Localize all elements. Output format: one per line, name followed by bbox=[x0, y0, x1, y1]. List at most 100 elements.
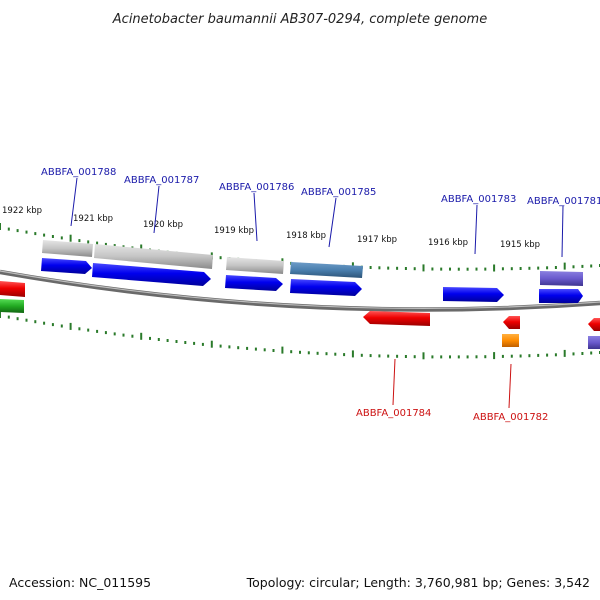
minor-tick bbox=[396, 266, 399, 270]
cds-forward-arrow[interactable] bbox=[290, 279, 362, 296]
minor-tick bbox=[501, 267, 504, 271]
minor-tick bbox=[510, 354, 513, 358]
minor-tick bbox=[369, 266, 372, 269]
minor-tick bbox=[131, 334, 134, 338]
accession-text: Accession: NC_011595 bbox=[9, 575, 151, 590]
green-feature[interactable] bbox=[0, 299, 24, 313]
minor-tick bbox=[193, 341, 196, 345]
minor-tick bbox=[16, 317, 19, 321]
minor-tick bbox=[78, 327, 81, 331]
minor-tick bbox=[299, 350, 301, 354]
major-tick bbox=[0, 223, 1, 230]
minor-tick bbox=[25, 318, 28, 322]
minor-tick bbox=[7, 315, 10, 319]
genome-backbone bbox=[0, 269, 600, 312]
major-tick bbox=[281, 346, 284, 354]
orange-feature[interactable] bbox=[502, 334, 519, 347]
genome-summary-text: Topology: circular; Length: 3,760,981 bp… bbox=[246, 575, 590, 590]
minor-tick bbox=[581, 264, 584, 268]
kbp-label: 1916 kbp bbox=[428, 238, 468, 248]
minor-tick bbox=[104, 331, 107, 335]
minor-tick bbox=[246, 346, 249, 350]
gene-label[interactable]: ABBFA_001783 bbox=[441, 194, 516, 205]
minor-tick bbox=[449, 267, 451, 271]
minor-tick bbox=[60, 236, 63, 240]
minor-tick bbox=[51, 323, 54, 327]
minor-tick bbox=[334, 352, 337, 356]
steel-feature[interactable] bbox=[290, 262, 363, 278]
minor-tick bbox=[184, 341, 187, 344]
cds-reverse-arrow[interactable] bbox=[363, 311, 430, 326]
minor-tick bbox=[572, 265, 575, 269]
minor-tick bbox=[431, 355, 434, 359]
minor-tick bbox=[290, 350, 293, 354]
minor-tick bbox=[519, 354, 522, 358]
minor-tick bbox=[387, 354, 390, 358]
major-tick bbox=[493, 352, 496, 360]
minor-tick bbox=[237, 346, 240, 350]
minor-tick bbox=[590, 264, 593, 268]
minor-tick bbox=[537, 266, 540, 270]
cds-reverse-arrow[interactable] bbox=[588, 318, 600, 331]
cds-reverse-arrow[interactable] bbox=[0, 281, 25, 297]
gene-label[interactable]: ABBFA_001786 bbox=[219, 182, 294, 193]
minor-tick bbox=[104, 242, 107, 246]
grey-feature[interactable] bbox=[226, 257, 284, 274]
gene-label[interactable]: ABBFA_001782 bbox=[473, 412, 548, 423]
minor-tick bbox=[228, 345, 231, 349]
minor-tick bbox=[449, 355, 451, 359]
minor-tick bbox=[87, 328, 90, 332]
minor-tick bbox=[149, 336, 151, 340]
gene-label[interactable]: ABBFA_001787 bbox=[124, 175, 199, 186]
kbp-label: 1920 kbp bbox=[143, 220, 183, 230]
minor-tick bbox=[581, 352, 584, 355]
minor-tick bbox=[440, 355, 443, 359]
cds-forward-arrow[interactable] bbox=[41, 258, 92, 274]
feature-track-outer bbox=[42, 240, 583, 286]
major-tick bbox=[493, 264, 496, 272]
gene-label[interactable]: ABBFA_001781 bbox=[527, 196, 600, 207]
minor-tick bbox=[25, 230, 28, 234]
minor-tick bbox=[378, 354, 381, 358]
major-tick bbox=[563, 349, 566, 357]
cds-track-reverse bbox=[0, 281, 600, 349]
minor-tick bbox=[528, 266, 531, 270]
minor-tick bbox=[113, 244, 116, 248]
gene-label[interactable]: ABBFA_001788 bbox=[41, 167, 116, 178]
purple-feature[interactable] bbox=[588, 336, 600, 349]
minor-tick bbox=[307, 351, 310, 355]
cds-forward-arrow[interactable] bbox=[539, 289, 583, 303]
gene-label[interactable]: ABBFA_001784 bbox=[356, 408, 431, 419]
minor-tick bbox=[325, 352, 328, 356]
gene-label[interactable]: ABBFA_001785 bbox=[301, 187, 376, 198]
minor-tick bbox=[166, 339, 169, 342]
kbp-label: 1922 kbp bbox=[2, 206, 42, 216]
minor-tick bbox=[219, 344, 222, 348]
minor-tick bbox=[51, 235, 54, 238]
minor-tick bbox=[466, 267, 469, 271]
cds-reverse-arrow[interactable] bbox=[503, 316, 520, 329]
cds-forward-arrow[interactable] bbox=[92, 263, 211, 286]
minor-tick bbox=[546, 266, 549, 270]
cds-forward-arrow[interactable] bbox=[225, 275, 283, 291]
minor-tick bbox=[360, 353, 363, 357]
minor-tick bbox=[387, 266, 390, 270]
minor-tick bbox=[528, 354, 531, 358]
grey-feature[interactable] bbox=[42, 240, 93, 257]
minor-tick bbox=[554, 266, 557, 269]
major-tick bbox=[140, 244, 143, 252]
cds-forward-arrow[interactable] bbox=[443, 287, 504, 302]
minor-tick bbox=[431, 267, 434, 271]
minor-tick bbox=[316, 351, 319, 355]
major-tick bbox=[563, 262, 566, 270]
minor-tick bbox=[457, 355, 460, 359]
major-tick bbox=[422, 264, 425, 272]
grey-feature[interactable] bbox=[94, 244, 213, 269]
minor-tick bbox=[96, 329, 99, 333]
purple-feature[interactable] bbox=[540, 271, 583, 286]
kbp-label: 1915 kbp bbox=[500, 240, 540, 250]
minor-tick bbox=[7, 227, 10, 231]
kbp-label: 1918 kbp bbox=[286, 231, 326, 241]
minor-tick bbox=[201, 342, 204, 346]
